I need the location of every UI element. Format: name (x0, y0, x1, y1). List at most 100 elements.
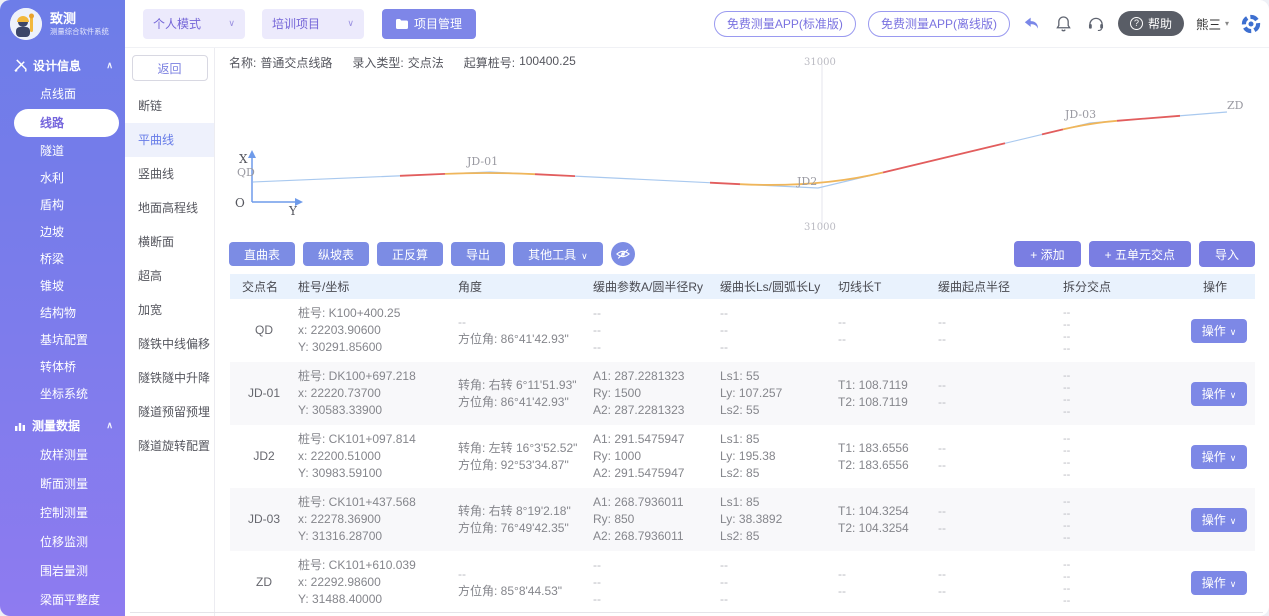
mode-select-value: 个人模式 (153, 17, 202, 31)
undo-back-icon[interactable] (1022, 14, 1042, 34)
submenu-item[interactable]: 超高 (138, 269, 163, 283)
sidebar-item-route-active[interactable]: 线路 (14, 109, 119, 137)
col-header: 缓曲起点半径 (930, 274, 1055, 299)
alignment-chart-canvas (248, 64, 1228, 228)
cell-line: T2: 108.7119 (838, 394, 908, 409)
cell-line: 桩号: CK101+097.814 (298, 432, 416, 446)
visibility-toggle-button[interactable] (610, 242, 635, 266)
submenu-item[interactable]: 横断面 (138, 235, 175, 249)
add-intersection-button[interactable]: + 添加 (1014, 241, 1081, 267)
free-app-offline-button[interactable]: 免费测量APP(离线版) (867, 10, 1010, 37)
forward-inverse-calc-button[interactable]: 正反算 (377, 242, 444, 266)
cell-line: 转角: 右转 6°11'51.93" (458, 377, 577, 392)
submenu-item[interactable]: 加宽 (138, 303, 163, 317)
row-action-button[interactable]: 操作 ∨ (1190, 444, 1248, 469)
submenu-item-horizontal-curve-active[interactable]: 平曲线 (125, 123, 214, 157)
sidebar-item[interactable]: 断面测量 (40, 477, 89, 491)
caret-down-icon: ▾ (1224, 19, 1229, 28)
sidebar-item[interactable]: 坐标系统 (40, 387, 89, 401)
free-app-standard-button[interactable]: 免费测量APP(标准版) (713, 10, 856, 37)
sidebar-item[interactable]: 盾构 (40, 198, 65, 212)
project-select[interactable]: 培训项目 ∨ (262, 8, 364, 39)
cell-line: -- (1063, 432, 1071, 445)
cell-line: A1: 268.7936011 (593, 495, 684, 509)
cell-line: 桩号: CK101+610.039 (298, 558, 416, 572)
cell-line: -- (1063, 582, 1071, 595)
row-action-button[interactable]: 操作 ∨ (1190, 570, 1248, 595)
col-header: 缓曲参数A/圆半径Ry (585, 274, 712, 299)
folder-icon (396, 18, 408, 29)
submenu-item[interactable]: 地面高程线 (138, 201, 199, 215)
sidebar-item[interactable]: 边坡 (40, 225, 65, 239)
chart-point-label: JD-03 (1065, 108, 1097, 121)
help-button[interactable]: ? 帮助 (1117, 11, 1184, 36)
row-action-label: 操作 (1201, 387, 1226, 401)
cell-line: -- (1063, 330, 1071, 343)
user-menu[interactable]: 熊三 ▾ (1196, 14, 1229, 33)
submenu-item[interactable]: 断链 (138, 99, 163, 113)
bottom-scrollbar-track[interactable] (130, 612, 1263, 613)
eye-slash-icon (615, 249, 630, 259)
row-action-button[interactable]: 操作 ∨ (1190, 318, 1248, 343)
export-button[interactable]: 导出 (451, 242, 506, 266)
app-logo-avatar (10, 8, 42, 40)
logo-row: 致测 测量综合软件系统 (0, 0, 125, 48)
project-manage-button[interactable]: 项目管理 (382, 8, 477, 39)
sidebar-item[interactable]: 桥梁 (40, 252, 65, 266)
sidebar-item[interactable]: 水利 (40, 171, 65, 185)
submenu-item[interactable]: 隧铁中线偏移 (138, 337, 211, 351)
row-action-button[interactable]: 操作 ∨ (1190, 381, 1248, 406)
cell-line: -- (838, 314, 846, 329)
row-action-label: 操作 (1201, 576, 1226, 590)
submenu-item[interactable]: 竖曲线 (138, 167, 175, 181)
sidebar-item[interactable]: 梁面平整度 (40, 593, 101, 607)
cell-line: -- (938, 503, 946, 518)
cell-line: -- (720, 592, 728, 606)
sidebar-item[interactable]: 锥坡 (40, 279, 65, 293)
cell-line: x: 22200.51000 (298, 449, 381, 463)
cell-line: -- (1063, 381, 1071, 394)
headset-support-icon[interactable] (1086, 14, 1106, 34)
submenu-item[interactable]: 隧铁隧中升降 (138, 371, 211, 385)
notification-bell-icon[interactable] (1054, 14, 1074, 34)
import-button[interactable]: 导入 (1198, 241, 1255, 267)
sidebar-section-design[interactable]: 设计信息 ∧ (0, 48, 125, 81)
sidebar-item[interactable]: 位移监测 (40, 535, 89, 549)
col-header: 拆分交点 (1055, 274, 1175, 299)
bar-chart-icon (15, 422, 25, 431)
other-tools-dropdown[interactable]: 其他工具 ∨ (513, 242, 603, 266)
straight-curve-table-button[interactable]: 直曲表 (229, 242, 296, 266)
sidebar-item[interactable]: 点线面 (40, 87, 77, 101)
sidebar-item[interactable]: 基坑配置 (40, 333, 89, 347)
route-name-value: 普通交点线路 (260, 55, 333, 70)
sidebar-item[interactable]: 转体桥 (40, 360, 77, 374)
sidebar-item[interactable]: 结构物 (40, 306, 77, 320)
sidebar-item[interactable]: 围岩量测 (40, 564, 89, 578)
chevron-up-icon[interactable]: ∧ (106, 60, 113, 70)
table-row: QD 桩号: K100+400.25 x: 22203.90600 Y: 30291… (230, 299, 1255, 362)
submenu-item[interactable]: 隧道旋转配置 (138, 439, 211, 453)
cell-line: Ls1: 55 (720, 369, 760, 383)
sidebar-section-survey[interactable]: 测量数据 ∧ (0, 408, 125, 441)
mode-select[interactable]: 个人模式 ∨ (143, 8, 245, 39)
sidebar-item[interactable]: 控制测量 (40, 506, 89, 520)
cell-line: Ly: 107.257 (720, 386, 783, 400)
cell-line: -- (458, 566, 466, 581)
cell-line: Ls1: 85 (720, 432, 760, 446)
submenu-item[interactable]: 隧道预留预埋 (138, 405, 211, 419)
cell-line: -- (1063, 594, 1071, 607)
row-action-button[interactable]: 操作 ∨ (1190, 507, 1248, 532)
cell-line: 桩号: CK101+437.568 (298, 495, 416, 509)
back-button[interactable]: 返回 (131, 55, 208, 81)
chevron-up-icon[interactable]: ∧ (106, 420, 113, 430)
five-unit-intersection-button[interactable]: + 五单元交点 (1088, 241, 1191, 267)
table-row: JD-03 桩号: CK101+437.568 x: 22278.36900 Y: … (230, 488, 1255, 551)
sidebar-item[interactable]: 隧道 (40, 144, 65, 158)
sidebar-item[interactable]: 放样测量 (40, 448, 89, 462)
input-type-label: 录入类型: (352, 55, 404, 70)
cell-line: -- (1063, 558, 1071, 571)
gradient-table-button[interactable]: 纵坡表 (303, 242, 370, 266)
cell-line: -- (1063, 444, 1071, 457)
cell-line: x: 22278.36900 (298, 512, 381, 526)
cell-line: Ry: 1500 (593, 386, 642, 400)
